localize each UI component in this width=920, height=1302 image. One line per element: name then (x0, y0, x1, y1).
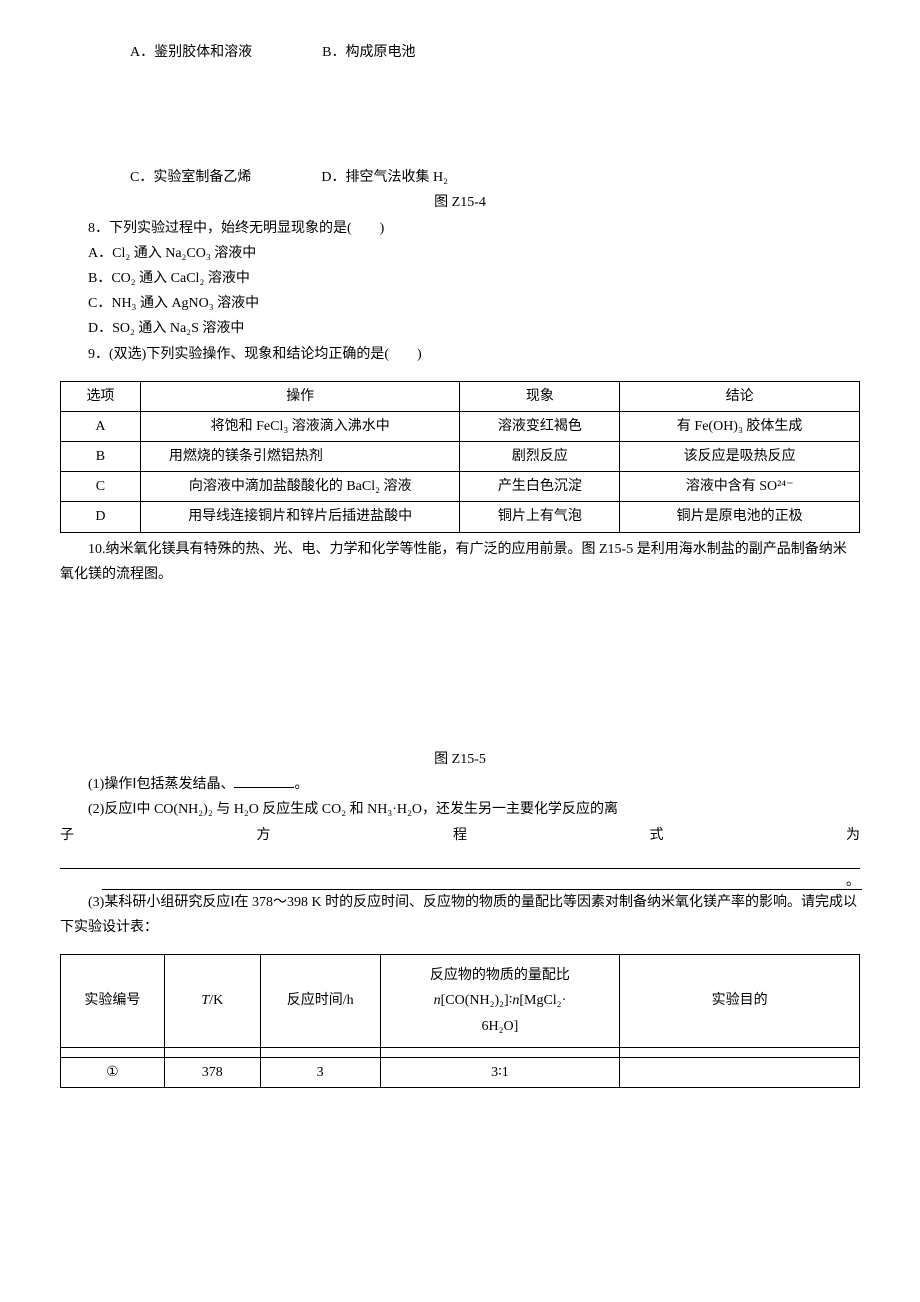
table-header: 实验编号 T/K 反应时间/h 反应物的物质的量配比n[CO(NH₂)₂]∶n[… (61, 955, 860, 1048)
cell: 3∶1 (380, 1057, 620, 1087)
cell: D (61, 502, 141, 532)
col-purpose: 实验目的 (620, 955, 860, 1048)
blank-input[interactable] (234, 787, 294, 788)
col-option: 选项 (61, 381, 141, 411)
q9-stem: 9．(双选)下列实验操作、现象和结论均正确的是( ) (60, 342, 860, 367)
cell: B (61, 442, 141, 472)
cell: 该反应是吸热反应 (620, 442, 860, 472)
table-row: C 向溶液中滴加盐酸酸化的 BaCl₂ 溶液 产生白色沉淀 溶液中含有 SO²⁴… (61, 472, 860, 502)
q8-option-c: C．NH₃ 通入 AgNO₃ 溶液中 (60, 291, 860, 316)
table-row (61, 1047, 860, 1057)
figure-label-z15-4: 图 Z15-4 (60, 190, 860, 215)
q7-option-b: B．构成原电池 (322, 40, 415, 65)
q10-p3: (3)某科研小组研究反应Ⅰ在 378～398 K 时的反应时间、反应物的物质的量… (60, 890, 860, 940)
cell (620, 1057, 860, 1087)
table-row: D 用导线连接铜片和锌片后插进盐酸中 铜片上有气泡 铜片是原电池的正极 (61, 502, 860, 532)
cell: A (61, 411, 141, 441)
q7-option-c: C．实验室制备乙烯 (130, 165, 251, 190)
blank-line-full[interactable] (102, 869, 862, 890)
cell: 用导线连接铜片和锌片后插进盐酸中 (140, 502, 460, 532)
cell: C (61, 472, 141, 502)
q8-option-a: A．Cl₂ 通入 Na₂CO₃ 溶液中 (60, 241, 860, 266)
q10-p2-justified: 子 方 程 式 为 (60, 823, 860, 848)
cell: 产生白色沉淀 (460, 472, 620, 502)
q8-stem: 8．下列实验过程中，始终无明显现象的是( ) (60, 216, 860, 241)
blank-line-full[interactable] (60, 848, 860, 869)
q10-p1: (1)操作Ⅰ包括蒸发结晶、。 (60, 772, 860, 797)
cell: 溶液变红褐色 (460, 411, 620, 441)
q7-option-a: A．鉴别胶体和溶液 (130, 40, 252, 65)
cell (380, 1047, 620, 1057)
col-time: 反应时间/h (260, 955, 380, 1048)
col-conclusion: 结论 (620, 381, 860, 411)
cell: 有 Fe(OH)₃ 胶体生成 (620, 411, 860, 441)
cell: 3 (260, 1057, 380, 1087)
cell (164, 1047, 260, 1057)
cell (260, 1047, 380, 1057)
figure-label-z15-5: 图 Z15-5 (60, 747, 860, 772)
table-row: A 将饱和 FeCl₃ 溶液滴入沸水中 溶液变红褐色 有 Fe(OH)₃ 胶体生… (61, 411, 860, 441)
cell: 向溶液中滴加盐酸酸化的 BaCl₂ 溶液 (140, 472, 460, 502)
q9-table: 选项 操作 现象 结论 A 将饱和 FeCl₃ 溶液滴入沸水中 溶液变红褐色 有… (60, 381, 860, 533)
col-exp-num: 实验编号 (61, 955, 165, 1048)
cell: 378 (164, 1057, 260, 1087)
cell (620, 1047, 860, 1057)
cell: 剧烈反应 (460, 442, 620, 472)
table-row: ① 378 3 3∶1 (61, 1057, 860, 1087)
cell: 将饱和 FeCl₃ 溶液滴入沸水中 (140, 411, 460, 441)
q7-option-d: D．排空气法收集 H₂ (321, 165, 448, 190)
col-phenomenon: 现象 (460, 381, 620, 411)
q10-table: 实验编号 T/K 反应时间/h 反应物的物质的量配比n[CO(NH₂)₂]∶n[… (60, 954, 860, 1088)
col-ratio: 反应物的物质的量配比n[CO(NH₂)₂]∶n[MgCl₂·6H₂O] (380, 955, 620, 1048)
cell: 用燃烧的镁条引燃铝热剂 (140, 442, 460, 472)
cell: 铜片上有气泡 (460, 502, 620, 532)
cell: ① (61, 1057, 165, 1087)
q8-option-d: D．SO₂ 通入 Na₂S 溶液中 (60, 316, 860, 341)
q10-intro: 10.纳米氧化镁具有特殊的热、光、电、力学和化学等性能，有广泛的应用前景。图 Z… (60, 537, 860, 587)
q10-p2-line1: (2)反应Ⅰ中 CO(NH₂)₂ 与 H₂O 反应生成 CO₂ 和 NH₃·H₂… (60, 797, 860, 822)
cell (61, 1047, 165, 1057)
q8-option-b: B．CO₂ 通入 CaCl₂ 溶液中 (60, 266, 860, 291)
table-row: B 用燃烧的镁条引燃铝热剂 剧烈反应 该反应是吸热反应 (61, 442, 860, 472)
cell: 溶液中含有 SO²⁴⁻ (620, 472, 860, 502)
period: 。 (846, 869, 860, 894)
col-temp: T/K (164, 955, 260, 1048)
cell: 铜片是原电池的正极 (620, 502, 860, 532)
table-header: 选项 操作 现象 结论 (61, 381, 860, 411)
col-operation: 操作 (140, 381, 460, 411)
